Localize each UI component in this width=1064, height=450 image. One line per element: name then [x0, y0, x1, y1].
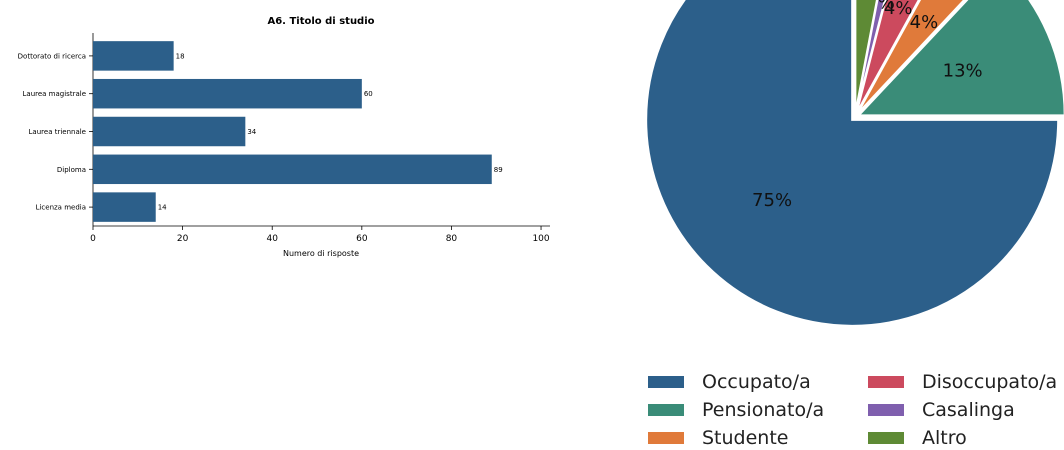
legend-swatch — [648, 376, 684, 388]
bar-chart-xlabel: Numero di risposte — [283, 249, 359, 258]
legend-swatch — [868, 432, 904, 444]
pie-slice — [856, 0, 966, 115]
legend-item: Studente — [648, 426, 868, 450]
bar-plot-area: 0 20 40 60 80 100 Dottorato di ricerca 18 Laurea… — [18, 33, 550, 244]
legend-label: Occupato/a — [702, 371, 811, 393]
bar — [93, 192, 156, 222]
pie-legend: Occupato/a Disoccupato/a Pensionato/a Casal… — [648, 370, 1064, 450]
legend-swatch — [648, 432, 684, 444]
y-tick-label: Licenza media — [36, 204, 86, 212]
x-tick-label: 20 — [177, 234, 189, 244]
pie-pct-label: 13% — [943, 60, 983, 81]
legend-item: Casalinga — [868, 398, 1064, 422]
pie-plot-area: 75%13%4%4%1% — [645, 0, 1064, 327]
legend-item: Disoccupato/a — [868, 370, 1064, 394]
bar — [93, 116, 246, 147]
bar-chart-title: A6. Titolo di studio — [267, 16, 374, 27]
legend-item: Pensionato/a — [648, 398, 868, 422]
legend-label: Studente — [702, 427, 789, 449]
y-tick-label: Laurea triennale — [29, 128, 86, 136]
bar-chart: A6. Titolo di studio 0 20 40 60 80 100 Dottora… — [18, 16, 550, 258]
bar — [93, 154, 492, 185]
x-tick-label: 60 — [356, 234, 368, 244]
pie-slice — [854, 0, 878, 114]
legend-item: Occupato/a — [648, 370, 868, 394]
legend-swatch — [868, 404, 904, 416]
legend-swatch — [868, 376, 904, 388]
legend-label: Disoccupato/a — [922, 371, 1058, 393]
pie-pct-label: 4% — [910, 12, 939, 33]
bar-data-label: 60 — [364, 90, 373, 98]
legend-item: Altro — [868, 426, 1064, 450]
bar — [93, 78, 362, 109]
pie-chart: 75%13%4%4%1% — [645, 0, 1064, 327]
x-tick-label: 0 — [90, 234, 96, 244]
x-tick-label: 80 — [446, 234, 458, 244]
bar-data-label: 14 — [158, 204, 167, 212]
y-tick-label: Diploma — [57, 166, 86, 174]
x-tick-label: 40 — [266, 234, 278, 244]
legend-swatch — [648, 404, 684, 416]
y-tick-label: Laurea magistrale — [23, 90, 86, 98]
bar-data-label: 89 — [494, 166, 503, 174]
y-tick-label: Dottorato di ricerca — [18, 52, 86, 60]
bar-data-label: 18 — [176, 52, 185, 60]
x-tick-label: 100 — [532, 234, 549, 244]
bar — [93, 41, 174, 71]
pie-slice — [645, 0, 1060, 327]
legend-label: Altro — [922, 427, 967, 449]
pie-pct-label: 4% — [884, 0, 913, 19]
pie-slice — [856, 0, 1064, 117]
pie-pct-label: 75% — [752, 190, 792, 211]
legend-label: Pensionato/a — [702, 399, 825, 421]
bar-data-label: 34 — [247, 128, 256, 136]
legend-label: Casalinga — [922, 399, 1015, 421]
pie-slice — [855, 0, 920, 114]
